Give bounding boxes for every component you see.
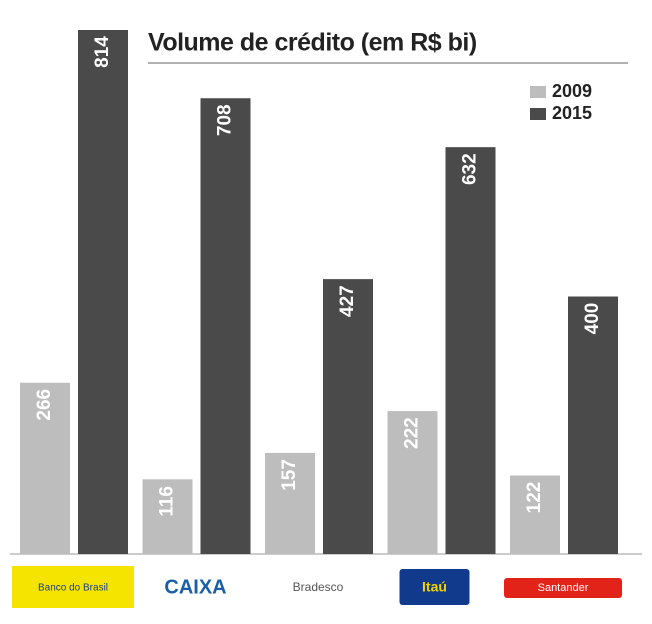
value-label: 122 — [524, 482, 545, 514]
logo-box — [399, 569, 470, 605]
value-label: 222 — [402, 417, 423, 449]
bar — [568, 296, 618, 554]
bar — [510, 475, 560, 554]
logo-bg — [257, 566, 379, 608]
value-label: 427 — [337, 285, 358, 317]
category-label: Santander — [538, 582, 589, 594]
legend-swatch — [530, 86, 546, 98]
value-label: 708 — [215, 104, 236, 136]
category-label: Banco do Brasil — [38, 583, 108, 594]
bar — [200, 98, 251, 554]
legend-label: 2015 — [552, 103, 592, 123]
bar — [20, 382, 70, 554]
bar — [387, 411, 438, 554]
bar — [265, 452, 315, 554]
bar — [445, 147, 496, 554]
chart-title: Volume de crédito (em R$ bi) — [148, 29, 477, 57]
legend-swatch — [530, 108, 546, 120]
value-label: 400 — [582, 303, 603, 335]
category-label: Itaú — [422, 579, 447, 595]
bar — [142, 479, 193, 554]
bar — [323, 279, 373, 554]
category-label: CAIXA — [164, 576, 226, 598]
logo-box — [504, 578, 622, 598]
value-label: 157 — [279, 459, 300, 491]
logo-bg — [12, 566, 134, 608]
value-label: 266 — [34, 389, 55, 421]
category-label: Bradesco — [293, 580, 344, 594]
value-label: 814 — [92, 36, 113, 68]
bar — [78, 30, 128, 554]
legend-label: 2009 — [552, 81, 592, 101]
logo-bg — [134, 566, 257, 608]
value-label: 116 — [157, 486, 178, 517]
value-label: 632 — [460, 153, 481, 185]
